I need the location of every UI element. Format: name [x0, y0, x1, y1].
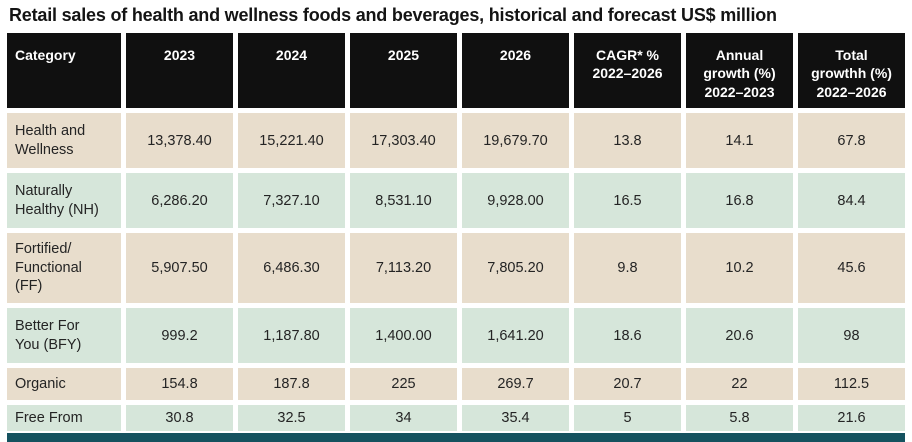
table-cell: 7,327.10: [238, 173, 345, 228]
table-cell: 14.1: [686, 113, 793, 168]
table-cell: 269.7: [462, 368, 569, 400]
table-cell: 13,378.40: [126, 113, 233, 168]
table-row-fortified-functional: Fortified/ Functional (FF) 5,907.50 6,48…: [7, 233, 905, 303]
table-cell: 30.8: [126, 405, 233, 431]
table-cell: 16.8: [686, 173, 793, 228]
table-row-better-for-you: Better For You (BFY) 999.2 1,187.80 1,40…: [7, 308, 905, 363]
table-cell: 5.8: [686, 405, 793, 431]
table-cell: 112.5: [798, 368, 905, 400]
table-cell: 19,679.70: [462, 113, 569, 168]
table-cell: 5: [574, 405, 681, 431]
table-cell: 32.5: [238, 405, 345, 431]
table-row-free-from: Free From 30.8 32.5 34 35.4 5 5.8 21.6: [7, 405, 905, 431]
data-table: Category 2023 2024 2025 2026 CAGR* % 202…: [7, 33, 905, 431]
table-cell: 8,531.10: [350, 173, 457, 228]
table-cell: 187.8: [238, 368, 345, 400]
table-cell: 9,928.00: [462, 173, 569, 228]
table-cell: 9.8: [574, 233, 681, 303]
table-cell: 20.6: [686, 308, 793, 363]
header-cell-2026: 2026: [462, 33, 569, 108]
header-cell-2025: 2025: [350, 33, 457, 108]
table-cell: 13.8: [574, 113, 681, 168]
row-category: Health and Wellness: [7, 113, 121, 168]
table-cell: 22: [686, 368, 793, 400]
table-cell: 16.5: [574, 173, 681, 228]
table-cell: 7,113.20: [350, 233, 457, 303]
table-cell: 84.4: [798, 173, 905, 228]
table-cell: 17,303.40: [350, 113, 457, 168]
table-cell: 6,286.20: [126, 173, 233, 228]
table-cell: 5,907.50: [126, 233, 233, 303]
table-cell: 1,187.80: [238, 308, 345, 363]
table-cell: 67.8: [798, 113, 905, 168]
table-cell: 21.6: [798, 405, 905, 431]
header-cell-category: Category: [7, 33, 121, 108]
table-cell: 1,400.00: [350, 308, 457, 363]
table-cell: 7,805.20: [462, 233, 569, 303]
header-cell-annual-growth: Annual growth (%) 2022–2023: [686, 33, 793, 108]
row-category: Better For You (BFY): [7, 308, 121, 363]
table-cell: 45.6: [798, 233, 905, 303]
table-row-organic: Organic 154.8 187.8 225 269.7 20.7 22 11…: [7, 368, 905, 400]
row-category: Organic: [7, 368, 121, 400]
header-cell-2024: 2024: [238, 33, 345, 108]
header-cell-total-growth: Total growthh (%) 2022–2026: [798, 33, 905, 108]
table-row-naturally-healthy: Naturally Healthy (NH) 6,286.20 7,327.10…: [7, 173, 905, 228]
table-cell: 225: [350, 368, 457, 400]
table-title: Retail sales of health and wellness food…: [9, 5, 777, 25]
header-cell-2023: 2023: [126, 33, 233, 108]
row-category: Fortified/ Functional (FF): [7, 233, 121, 303]
table-cell: 34: [350, 405, 457, 431]
next-section-bar: [7, 433, 905, 442]
table-cell: 20.7: [574, 368, 681, 400]
table-cell: 15,221.40: [238, 113, 345, 168]
table-row-health-and-wellness: Health and Wellness 13,378.40 15,221.40 …: [7, 113, 905, 168]
table-cell: 35.4: [462, 405, 569, 431]
table-cell: 10.2: [686, 233, 793, 303]
table-cell: 18.6: [574, 308, 681, 363]
table-cell: 999.2: [126, 308, 233, 363]
header-row: Category 2023 2024 2025 2026 CAGR* % 202…: [7, 33, 905, 108]
table-cell: 154.8: [126, 368, 233, 400]
table-cell: 98: [798, 308, 905, 363]
row-category: Naturally Healthy (NH): [7, 173, 121, 228]
row-category: Free From: [7, 405, 121, 431]
header-cell-cagr: CAGR* % 2022–2026: [574, 33, 681, 108]
table-cell: 6,486.30: [238, 233, 345, 303]
table-cell: 1,641.20: [462, 308, 569, 363]
